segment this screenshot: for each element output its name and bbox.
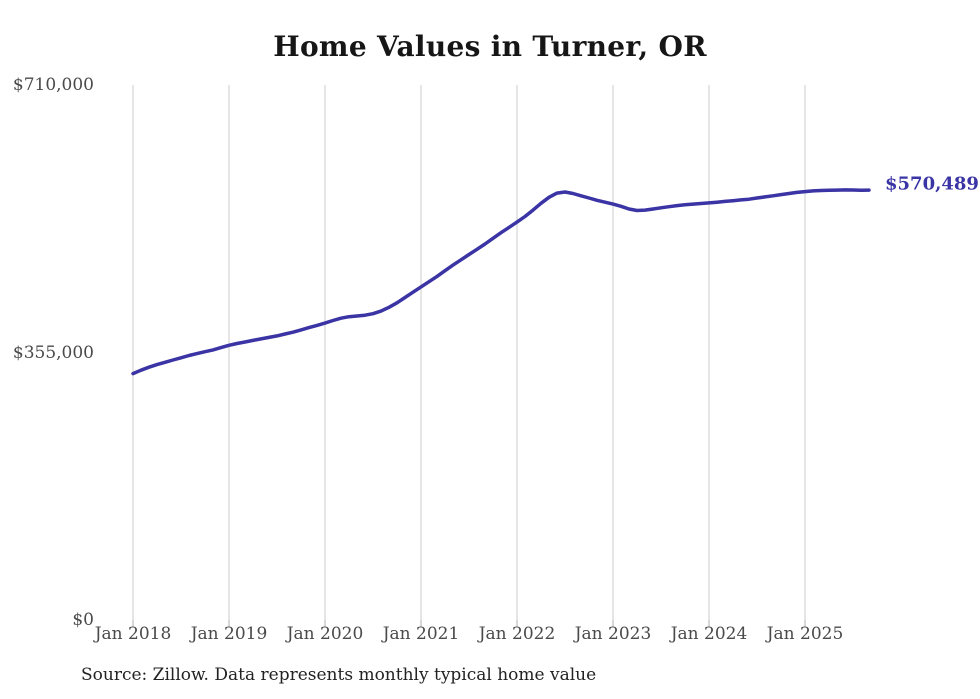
vertical-gridlines <box>132 85 806 620</box>
x-tick-label: Jan 2024 <box>670 624 748 644</box>
x-tick-label: Jan 2020 <box>286 624 364 644</box>
y-tick-label: $0 <box>72 610 94 630</box>
x-tick-label: Jan 2023 <box>574 624 652 644</box>
x-tick-label: Jan 2022 <box>478 624 556 644</box>
x-tick-label: Jan 2025 <box>766 624 844 644</box>
x-tick-label: Jan 2021 <box>382 624 460 644</box>
y-tick-label: $710,000 <box>12 75 94 95</box>
chart-title: Home Values in Turner, OR <box>273 30 707 63</box>
home-value-line <box>131 188 871 376</box>
x-axis-tick-marks <box>132 620 806 627</box>
x-tick-label: Jan 2019 <box>190 624 268 644</box>
source-note: Source: Zillow. Data represents monthly … <box>81 665 597 685</box>
x-tick-label: Jan 2018 <box>94 624 172 644</box>
y-tick-label: $355,000 <box>12 342 94 363</box>
latest-value-label: $570,489 <box>885 173 979 195</box>
